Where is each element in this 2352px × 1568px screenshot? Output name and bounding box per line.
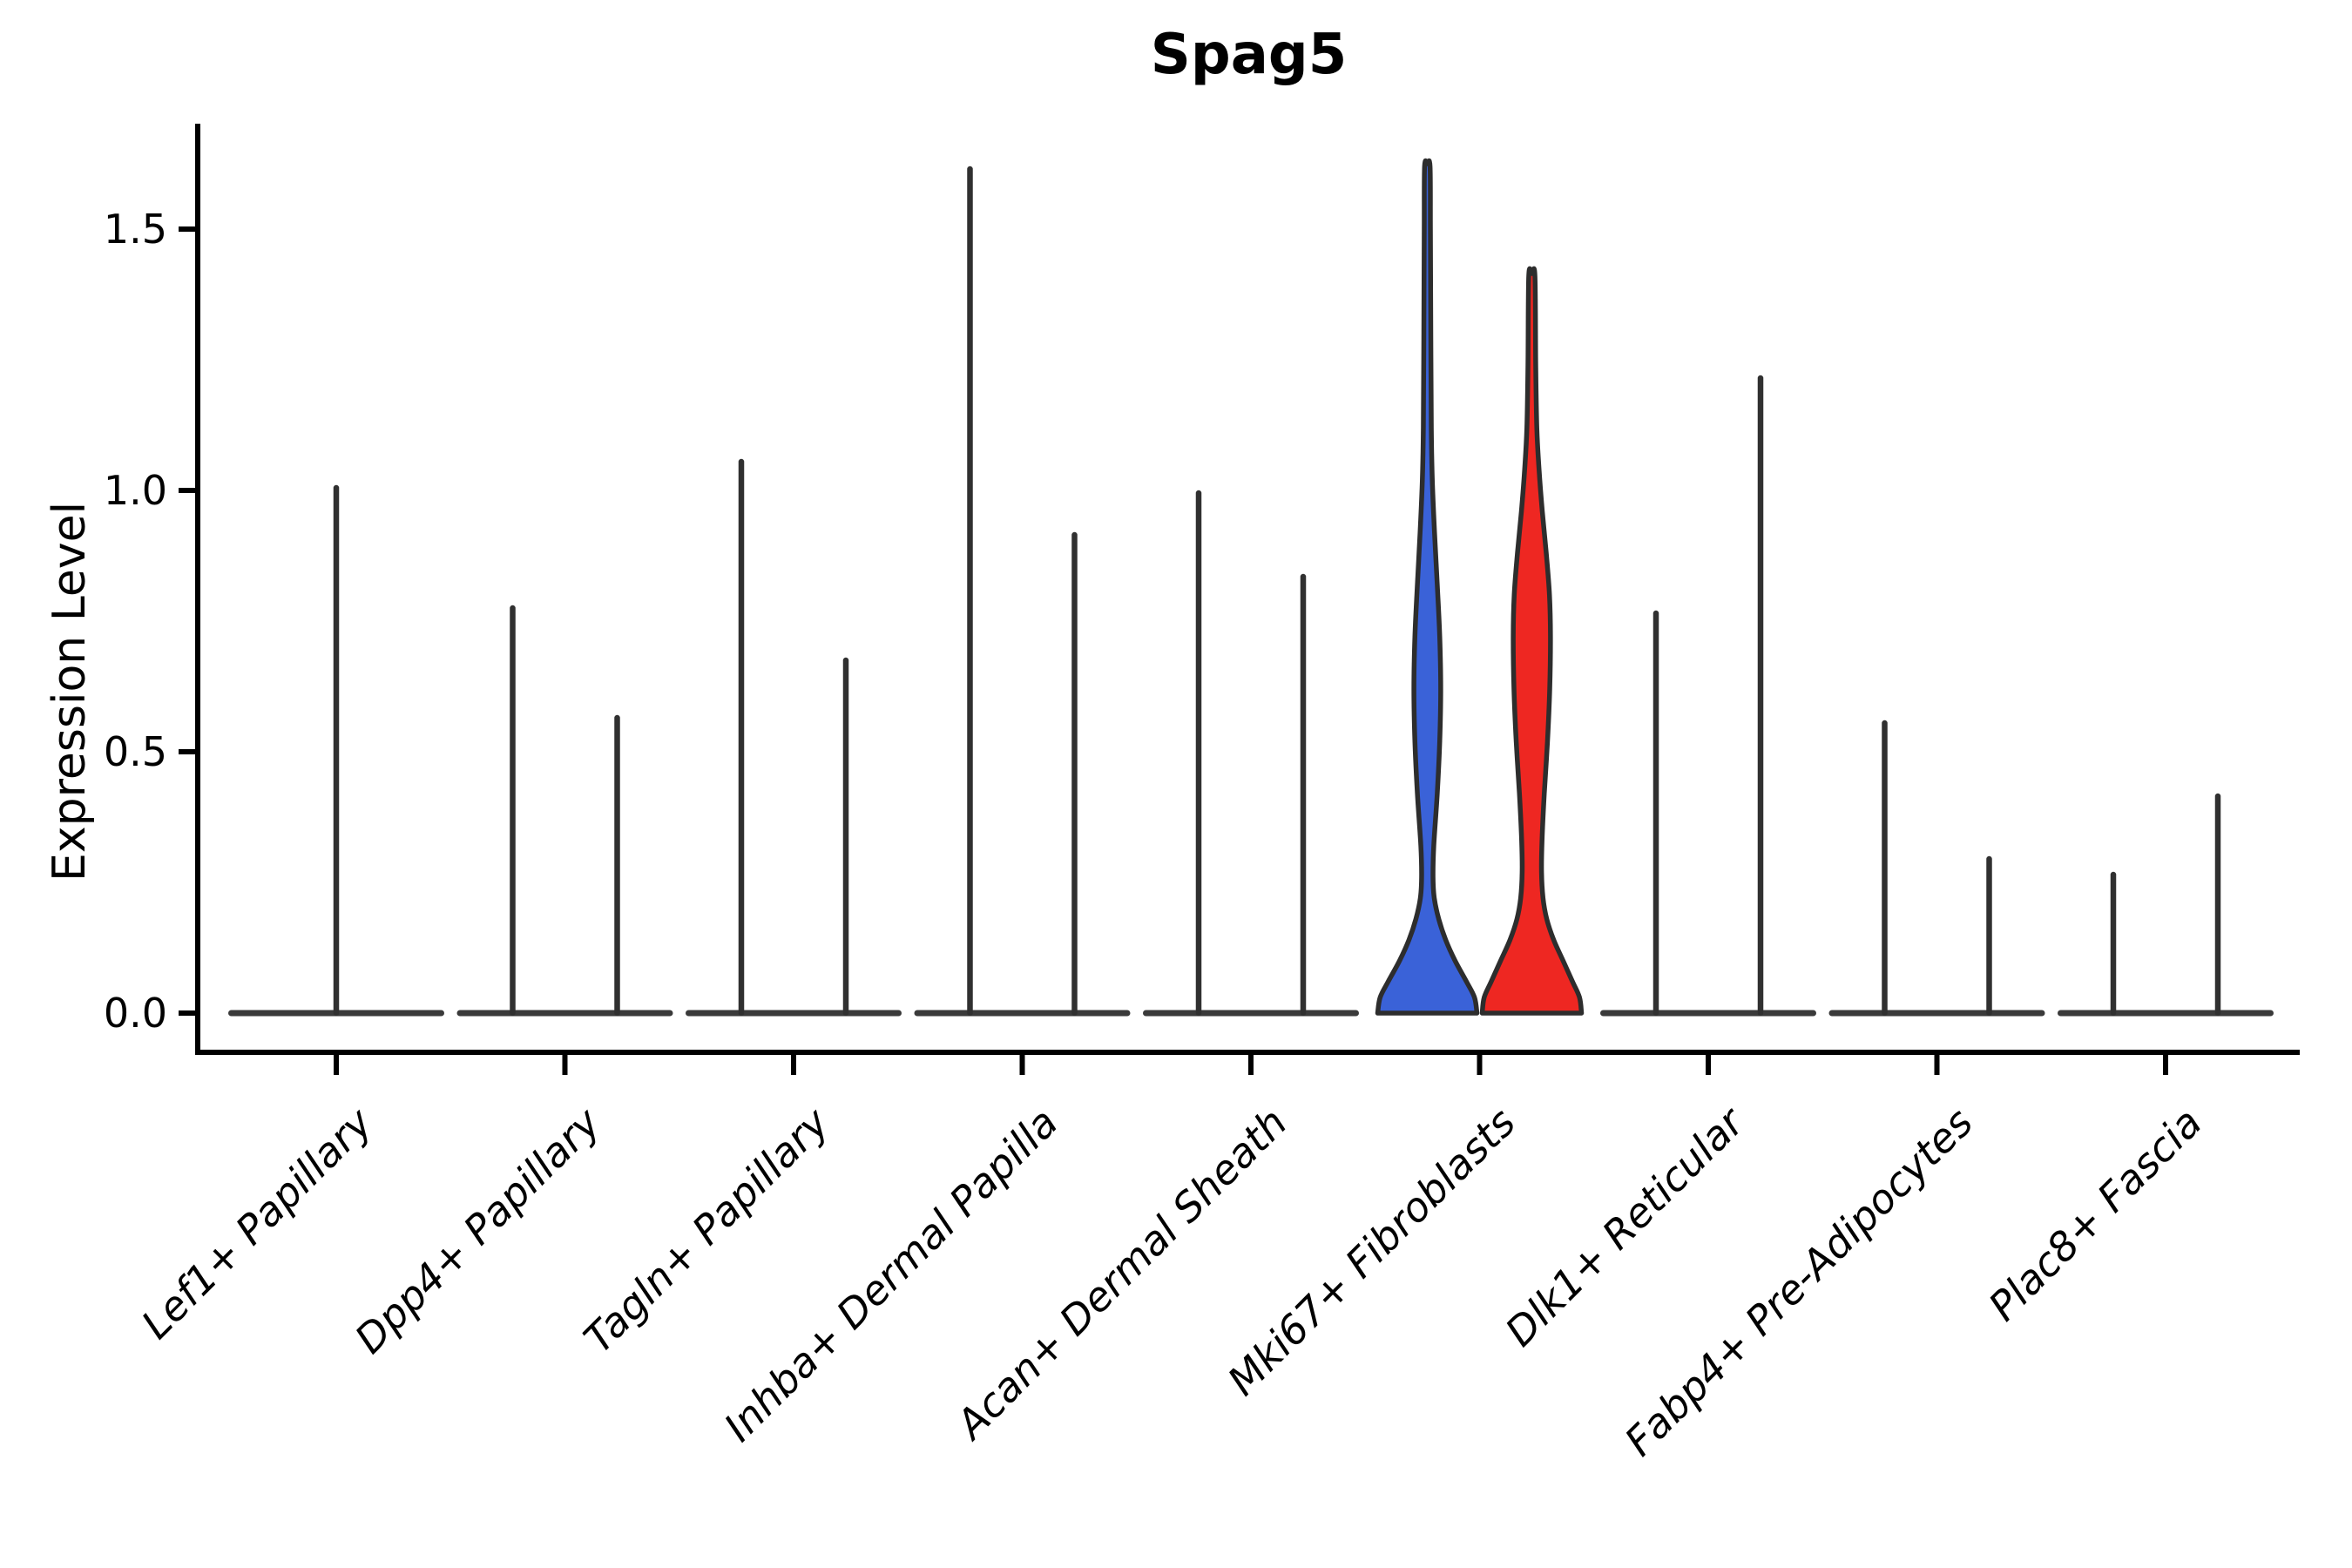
y-tick-label-1.5: 1.5 xyxy=(103,206,167,253)
violin-density-5-1 xyxy=(1479,266,1585,1016)
y-tick-label-0.5: 0.5 xyxy=(103,728,167,775)
violin-density-5-0 xyxy=(1375,158,1480,1016)
chart-title: Spag5 xyxy=(1150,23,1348,87)
y-axis-label: Expression Level xyxy=(44,501,96,882)
y-tick-label-0.0: 0.0 xyxy=(103,990,167,1037)
y-tick-label-1.0: 1.0 xyxy=(103,467,167,514)
